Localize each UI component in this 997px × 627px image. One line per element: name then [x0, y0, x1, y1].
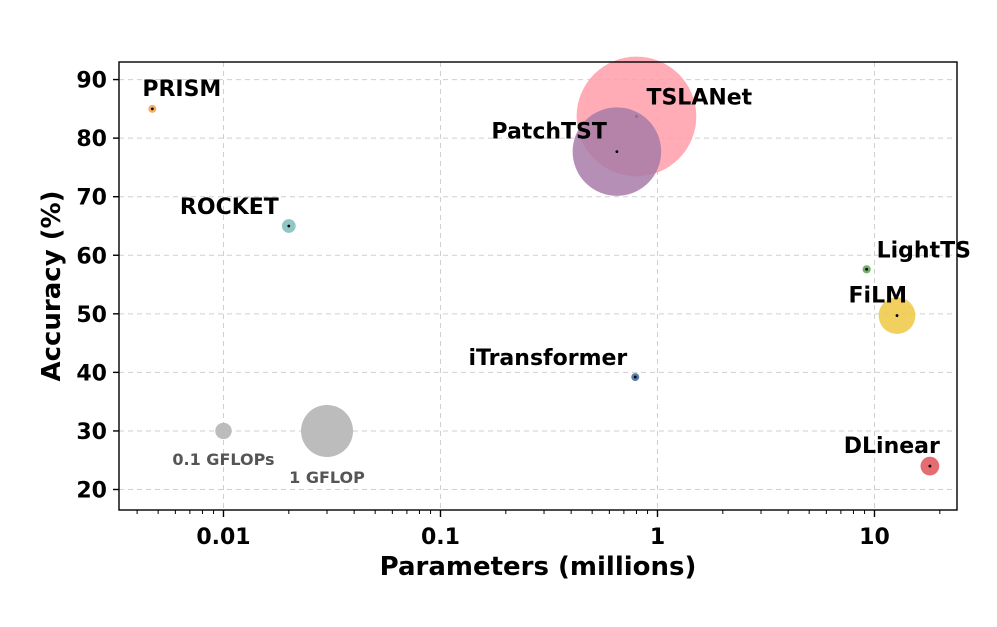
point-label-film: FiLM [849, 284, 907, 309]
legend-bubble [301, 404, 354, 457]
y-tick-label: 30 [76, 420, 107, 445]
y-tick-label: 40 [76, 361, 107, 386]
size-legend: 0.1 GFLOPs 1 GFLOP [172, 404, 365, 487]
point-label-dlinear: DLinear [844, 434, 940, 459]
bubble-center-dot [895, 314, 899, 317]
axis-ticks: 20 30 40 50 60 70 80 90 0.01 0.1 1 10 [76, 69, 941, 550]
x-axis-title: Parameters (millions) [380, 552, 697, 582]
point-label-itransformer: iTransformer [468, 346, 627, 371]
bubble-center-dot [615, 150, 619, 154]
grid [119, 62, 957, 510]
legend-bubble [215, 422, 232, 440]
x-tick-label: 0.1 [421, 525, 460, 550]
y-axis-title: Accuracy (%) [37, 190, 67, 381]
y-tick-label: 90 [76, 69, 107, 94]
bubble-center-dot [287, 224, 291, 228]
legend-label: 0.1 GFLOPs [172, 450, 274, 469]
x-tick-label: 1 [650, 525, 665, 550]
point-labels: PRISM ROCKET PatchTST TSLANet LightTS FiLM iTr… [142, 77, 971, 459]
legend-label: 1 GFLOP [289, 468, 365, 487]
x-tick-label: 0.01 [196, 525, 250, 550]
bubble-center-dot [633, 375, 637, 379]
bubble-center-dot [928, 464, 932, 468]
x-tick-label: 10 [859, 525, 890, 550]
bubble-center-dot [865, 267, 869, 271]
point-label-rocket: ROCKET [180, 195, 279, 220]
y-tick-label: 60 [76, 244, 107, 269]
y-tick-label: 20 [76, 479, 107, 504]
y-tick-label: 50 [76, 303, 107, 328]
point-label-tslanet: TSLANet [646, 85, 752, 110]
y-tick-label: 80 [76, 127, 107, 152]
y-tick-label: 70 [76, 186, 107, 211]
bubble-center-dot [150, 107, 154, 111]
bubbles [148, 56, 940, 476]
plot-frame [118, 61, 958, 511]
point-label-patchtst: PatchTST [491, 120, 606, 145]
point-label-lightts: LightTS [877, 238, 971, 263]
point-label-prism: PRISM [142, 77, 221, 102]
